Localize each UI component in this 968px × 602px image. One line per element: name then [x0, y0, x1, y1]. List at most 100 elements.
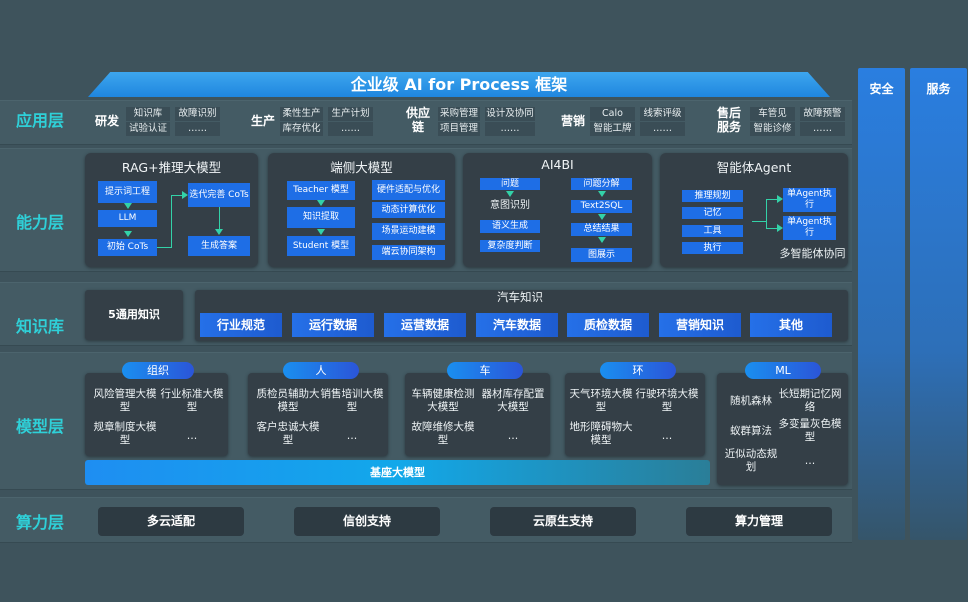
- model-item[interactable]: …: [186, 430, 198, 442]
- app-item[interactable]: 知识库: [126, 107, 170, 121]
- knowledge-item[interactable]: 质检数据: [567, 313, 649, 337]
- model-item[interactable]: 多变量灰色模型: [778, 418, 842, 443]
- ai4bi-step[interactable]: 复杂度判断: [480, 240, 540, 252]
- model-item[interactable]: 蚁群算法: [730, 425, 772, 437]
- knowledge-item[interactable]: 运营数据: [384, 313, 466, 337]
- model-category-pill[interactable]: 车: [447, 362, 523, 379]
- app-item[interactable]: ……: [175, 122, 220, 136]
- model-item[interactable]: 质检员辅助大模型: [256, 388, 320, 413]
- model-item[interactable]: 规章制度大模型: [93, 421, 157, 446]
- model-item[interactable]: 客户忠诚大模型: [256, 421, 320, 446]
- model-item[interactable]: 行业标准大模型: [160, 388, 224, 413]
- agent-component[interactable]: 记忆: [682, 207, 743, 219]
- model-item[interactable]: 长短期记忆网络: [778, 388, 842, 413]
- app-item[interactable]: 库存优化: [280, 122, 323, 136]
- app-item[interactable]: 故障识别: [175, 107, 220, 121]
- rag-step[interactable]: 提示词工程: [98, 181, 157, 203]
- agent-component[interactable]: 执行: [682, 242, 743, 254]
- knowledge-item[interactable]: 营销知识: [659, 313, 741, 337]
- model-item[interactable]: 销售培训大模型: [320, 388, 384, 413]
- edge-feature[interactable]: 端云协同架构: [372, 245, 445, 260]
- edge-feature[interactable]: 场景运动建模: [372, 223, 445, 240]
- app-item[interactable]: ……: [328, 122, 373, 136]
- edge-step[interactable]: Teacher 模型: [287, 181, 355, 200]
- model-item[interactable]: 地形障碍物大模型: [569, 421, 633, 446]
- rag-step[interactable]: 初始 CoTs: [98, 239, 157, 256]
- compute-item[interactable]: 算力管理: [686, 507, 832, 536]
- knowledge-item[interactable]: 其他: [750, 313, 832, 337]
- model-item[interactable]: …: [804, 455, 816, 467]
- app-item[interactable]: 试验认证: [126, 122, 170, 136]
- arrow-down-icon: [506, 191, 514, 197]
- edge-step[interactable]: 知识提取: [287, 207, 355, 228]
- model-item[interactable]: …: [507, 430, 519, 442]
- agent-executor[interactable]: 单Agent执行: [783, 188, 836, 212]
- ai4bi-step[interactable]: 总结结果: [571, 223, 632, 236]
- model-item[interactable]: 近似动态规划: [724, 448, 778, 473]
- ai4bi-step[interactable]: 问题: [480, 178, 540, 190]
- app-item[interactable]: 智能工牌: [590, 122, 635, 136]
- app-item[interactable]: ……: [485, 122, 535, 136]
- connector-line: [752, 221, 766, 222]
- base-model-bar: 基座大模型: [85, 460, 710, 485]
- app-item[interactable]: 智能诊修: [750, 122, 795, 136]
- rag-step[interactable]: 迭代完善 CoTs: [188, 183, 250, 207]
- arrow-right-icon: [777, 224, 783, 232]
- app-item[interactable]: Calo: [590, 107, 635, 121]
- model-category-pill[interactable]: 环: [600, 362, 676, 379]
- app-item[interactable]: 故障预警: [800, 107, 845, 121]
- knowledge-item[interactable]: 行业规范: [200, 313, 282, 337]
- compute-item[interactable]: 信创支持: [294, 507, 440, 536]
- connector-line: [766, 228, 777, 229]
- general-knowledge[interactable]: 5通用知识: [85, 290, 183, 340]
- ai4bi-step[interactable]: Text2SQL: [571, 200, 632, 213]
- security-title: 安全: [869, 82, 894, 96]
- ai4bi-step[interactable]: 问题分解: [571, 178, 632, 190]
- model-item[interactable]: 随机森林: [730, 395, 772, 407]
- app-item[interactable]: 柔性生产: [280, 107, 323, 121]
- model-category-pill[interactable]: 人: [283, 362, 359, 379]
- model-item[interactable]: 故障维修大模型: [411, 421, 475, 446]
- compute-item[interactable]: 多云适配: [98, 507, 244, 536]
- app-item[interactable]: 采购管理: [438, 107, 480, 121]
- ai4bi-step[interactable]: 图展示: [571, 248, 632, 262]
- app-item[interactable]: 车管见: [750, 107, 795, 121]
- app-item[interactable]: 生产计划: [328, 107, 373, 121]
- edge-step[interactable]: Student 模型: [287, 236, 355, 256]
- model-card: [248, 373, 388, 456]
- ai4bi-step[interactable]: 语义生成: [480, 220, 540, 233]
- app-item[interactable]: ……: [640, 122, 685, 136]
- model-item[interactable]: 器材库存配置大模型: [481, 388, 545, 413]
- model-item[interactable]: …: [661, 430, 673, 442]
- model-item[interactable]: 风险管理大模型: [93, 388, 157, 413]
- app-item[interactable]: ……: [800, 122, 845, 136]
- model-item[interactable]: 车辆健康检测大模型: [411, 388, 475, 413]
- edge-feature[interactable]: 硬件适配与优化: [372, 180, 445, 200]
- app-group-label: 营销: [560, 114, 585, 128]
- model-category-pill[interactable]: ML: [745, 362, 821, 379]
- app-item[interactable]: 线索评级: [640, 107, 685, 121]
- edge-feature[interactable]: 动态计算优化: [372, 202, 445, 218]
- model-item[interactable]: 天气环境大模型: [569, 388, 633, 413]
- services-column: [910, 68, 967, 540]
- app-item[interactable]: 项目管理: [438, 122, 480, 136]
- knowledge-item[interactable]: 运行数据: [292, 313, 374, 337]
- security-column: [858, 68, 905, 540]
- connector-line: [171, 195, 182, 196]
- knowledge-item[interactable]: 汽车数据: [476, 313, 558, 337]
- model-item[interactable]: …: [346, 430, 358, 442]
- arrow-right-icon: [182, 191, 188, 199]
- connector-line: [157, 247, 171, 248]
- agent-component[interactable]: 推理规划: [682, 190, 743, 202]
- model-card: [85, 373, 228, 456]
- agent-executor[interactable]: 单Agent执行: [783, 216, 836, 240]
- model-item[interactable]: 行驶环境大模型: [635, 388, 699, 413]
- agent-footer: 多智能体协同: [779, 247, 846, 260]
- model-category-pill[interactable]: 组织: [122, 362, 194, 379]
- agent-component[interactable]: 工具: [682, 225, 743, 237]
- app-item[interactable]: 设计及协同: [485, 107, 535, 121]
- arrow-right-icon: [777, 195, 783, 203]
- rag-step[interactable]: 生成答案: [188, 236, 250, 256]
- compute-item[interactable]: 云原生支持: [490, 507, 636, 536]
- rag-step[interactable]: LLM: [98, 210, 157, 227]
